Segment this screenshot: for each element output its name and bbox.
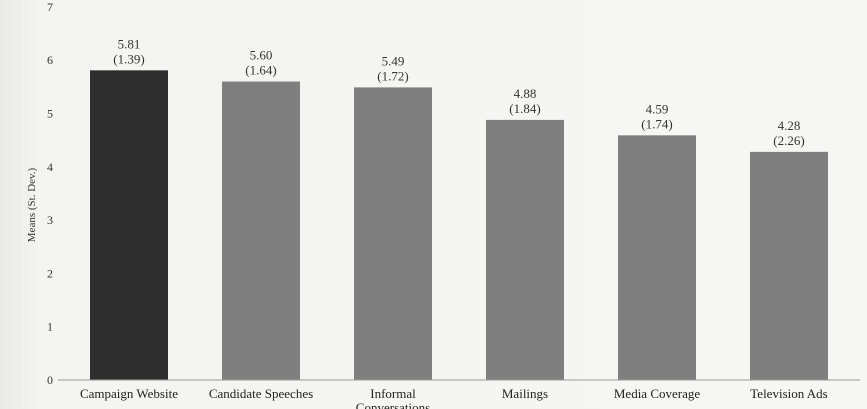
x-category-label-line: Candidate Speeches [209,386,313,401]
y-tick-label: 0 [47,373,53,387]
x-category-label: Media Coverage [614,386,701,401]
bar-candidate-speeches [222,81,300,381]
y-axis-title: Means (St. Dev.) [26,167,38,242]
y-tick-label: 2 [47,266,53,280]
bar-value-label: 5.60 [250,48,273,63]
x-axis: Campaign Website Candidate Speeches Inform… [58,379,860,409]
x-category-label-line: Television Ads [750,386,827,401]
bar-value-label: 4.88 [514,86,537,101]
y-tick-label: 5 [47,107,53,121]
x-category-label-line: Conversations [356,400,430,409]
x-category-label: Candidate Speeches [209,386,313,401]
y-tick-label: 1 [47,320,53,334]
x-category-label-line: Informal [370,386,416,401]
bar-sd-label: (1.84) [509,101,540,116]
bar-sd-label: (1.74) [641,116,672,131]
bars [90,70,828,381]
bar-informal-conversations [354,87,432,381]
bar-value-label: 5.49 [382,53,405,68]
bar-sd-label: (1.72) [377,68,408,83]
y-axis: 0 1 2 3 4 5 6 7 [47,0,53,387]
x-category-label-line: Mailings [502,386,548,401]
bar-media-coverage [618,135,696,380]
x-category-label: Campaign Website [80,386,178,401]
bar-sd-label: (1.64) [245,63,276,78]
x-category-label-line: Media Coverage [614,386,701,401]
bar-television-ads [750,151,828,380]
bar-value-label: 4.59 [646,101,669,116]
x-category-label: Informal Conversations [356,386,430,409]
y-tick-label: 7 [47,0,53,14]
bar-mailings [486,119,564,381]
value-labels: 5.81(1.39) 5.60(1.64) 5.49(1.72) 4.88(1.84)… [113,36,804,148]
x-category-label: Mailings [502,386,548,401]
y-tick-label: 6 [47,53,53,67]
bar-campaign-website [90,70,168,381]
bar-value-label: 4.28 [778,118,801,133]
x-category-label-line: Campaign Website [80,386,178,401]
bar-value-label: 5.81 [118,36,141,51]
bar-sd-label: (1.39) [113,51,144,66]
bar-sd-label: (2.26) [773,133,804,148]
x-category-label: Television Ads [750,386,827,401]
y-tick-label: 3 [47,213,53,227]
y-tick-label: 4 [47,160,53,174]
